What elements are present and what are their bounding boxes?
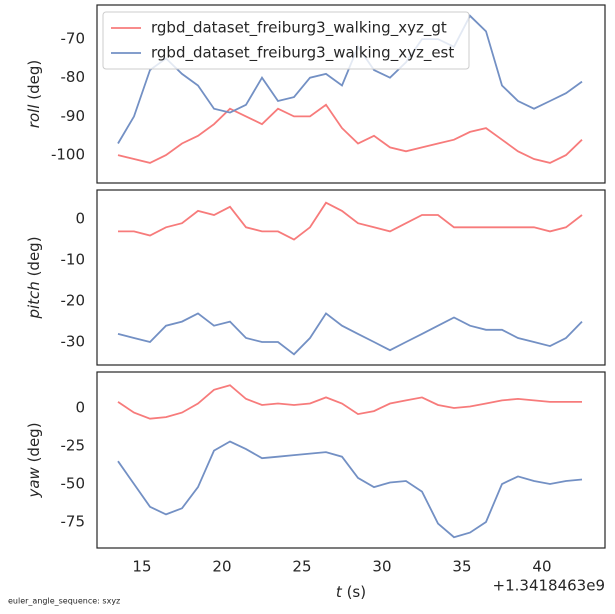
y-tick-label: -30: [61, 333, 86, 351]
axis-label: pitch (deg): [25, 236, 43, 319]
y-tick-label: -100: [51, 146, 85, 164]
legend-box: [102, 11, 470, 70]
legend-label: rgbd_dataset_freiburg3_walking_xyz_gt: [151, 19, 447, 38]
y-tick-label: -70: [61, 30, 86, 48]
series-line: [118, 201, 583, 241]
y-tick-label: -90: [61, 107, 86, 125]
legend-label: rgbd_dataset_freiburg3_walking_xyz_est: [151, 44, 454, 63]
axis-label-unit: (deg): [25, 236, 43, 281]
x-tick-label: 15: [132, 558, 151, 576]
y-tick-label: -25: [61, 437, 86, 455]
y-tick-label: -10: [61, 251, 86, 269]
series-line: [117, 312, 583, 356]
axis-label-unit: (s): [342, 583, 366, 601]
y-tick-label: -20: [61, 292, 86, 310]
axis-label-symbol: pitch: [25, 281, 43, 319]
plot-area: [96, 189, 606, 366]
footer: euler_angle_sequence: sxyz: [8, 597, 120, 606]
x-tick-label: 40: [532, 558, 551, 576]
y-tick-label: 0: [75, 210, 85, 228]
axis-label-symbol: roll: [25, 104, 43, 129]
legend: rgbd_dataset_freiburg3_walking_xyz_gtrgb…: [102, 11, 470, 70]
axis-label-symbol: yaw: [25, 466, 43, 498]
plot-area: [96, 4, 606, 184]
y-tick-label: -80: [61, 68, 86, 86]
x-tick-label: 20: [212, 558, 231, 576]
series-line: [117, 384, 582, 420]
x-tick-label: 35: [452, 558, 471, 576]
axis-label-unit: (deg): [25, 422, 43, 467]
axis-label: yaw (deg): [25, 422, 43, 498]
axis-label-symbol: t: [336, 583, 343, 601]
axis-label: t (s): [336, 583, 366, 601]
series-line: [117, 440, 583, 539]
x-tick-label: 25: [292, 558, 311, 576]
x-offset-label: +1.3418463e9: [493, 577, 605, 595]
plot-area: [96, 371, 606, 549]
y-tick-label: -75: [61, 513, 86, 531]
axis-label-unit: (deg): [25, 60, 43, 105]
x-tick-label: 30: [372, 558, 391, 576]
y-tick-label: 0: [75, 399, 85, 417]
axis-label: roll (deg): [25, 60, 43, 128]
y-tick-label: -50: [61, 475, 86, 493]
series-line: [117, 103, 583, 164]
